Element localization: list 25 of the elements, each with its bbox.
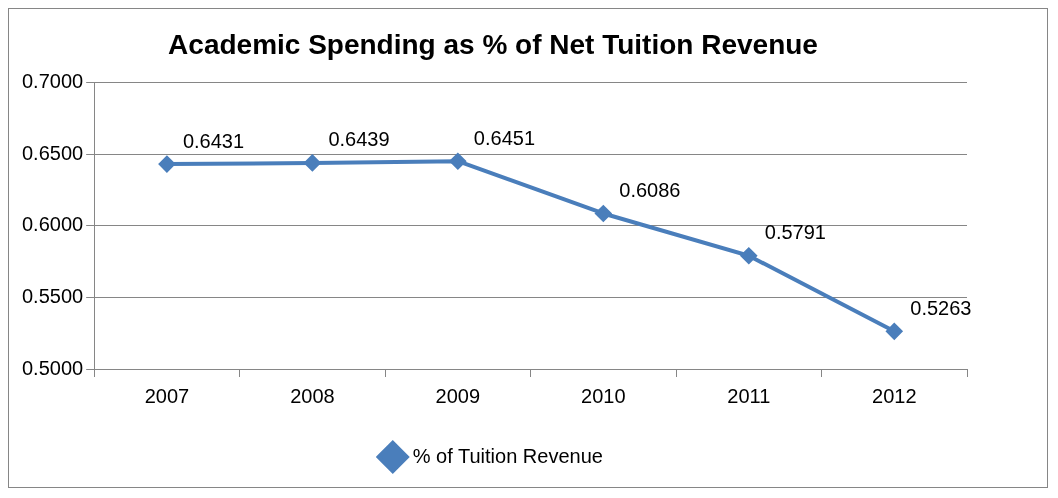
x-tick-label: 2012 bbox=[872, 384, 917, 407]
point bbox=[595, 205, 612, 222]
point bbox=[886, 323, 903, 340]
data-label: 0.6439 bbox=[328, 128, 390, 151]
x-tick-label: 2011 bbox=[727, 384, 771, 407]
point bbox=[740, 247, 757, 264]
data-label: 0.5263 bbox=[910, 296, 972, 319]
data-label: 0.6451 bbox=[473, 126, 536, 149]
point bbox=[304, 154, 321, 171]
y-tick-label: 0.6500 bbox=[22, 141, 84, 164]
x-tick-label: 2010 bbox=[581, 384, 626, 407]
legend-label: % of Tuition Revenue bbox=[412, 444, 603, 467]
data-label: 0.5791 bbox=[764, 221, 826, 244]
x-tick-label: 2009 bbox=[435, 384, 481, 407]
chart-title: Academic Spending as % of Net Tuition Revenue bbox=[168, 28, 818, 60]
y-tick-label: 0.7000 bbox=[22, 70, 84, 93]
y-tick-label: 0.6000 bbox=[22, 213, 84, 236]
point bbox=[158, 156, 175, 173]
y-tick-label: 0.5500 bbox=[22, 284, 84, 307]
data-label: 0.6431 bbox=[182, 129, 245, 152]
y-tick-label: 0.5000 bbox=[22, 356, 84, 379]
point bbox=[449, 153, 466, 170]
data-label: 0.6086 bbox=[619, 179, 681, 201]
x-tick-label: 2008 bbox=[290, 384, 335, 407]
x-tick-label: 2007 bbox=[144, 384, 190, 407]
